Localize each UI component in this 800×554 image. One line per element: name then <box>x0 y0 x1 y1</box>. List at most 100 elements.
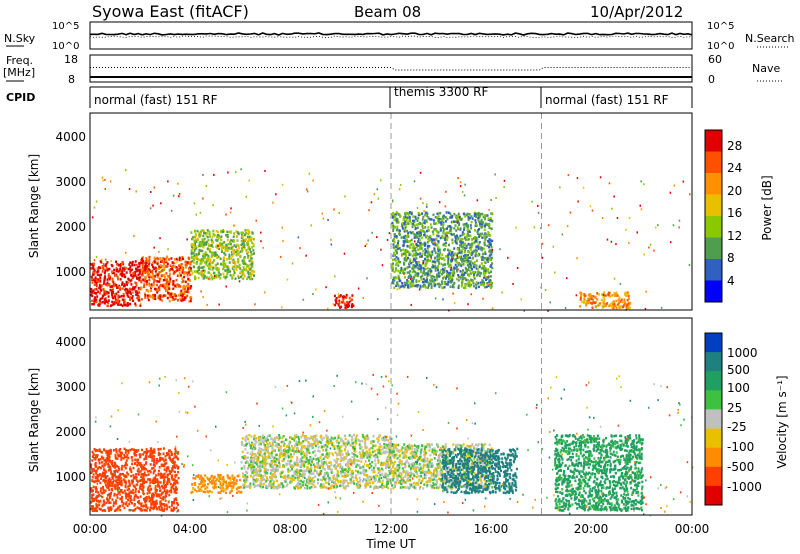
data-cell <box>408 265 411 268</box>
data-cell <box>115 301 118 304</box>
data-cell <box>616 217 619 219</box>
data-cell <box>282 435 285 438</box>
data-cell <box>406 250 409 253</box>
data-cell <box>491 248 493 251</box>
data-cell <box>247 456 250 459</box>
data-cell <box>419 197 422 200</box>
data-cell <box>147 486 150 489</box>
data-cell <box>199 482 202 485</box>
data-cell <box>146 265 149 268</box>
data-cell <box>90 263 93 266</box>
data-cell <box>203 265 206 269</box>
colorbar-swatch <box>705 259 722 281</box>
data-cell <box>456 270 459 273</box>
data-cell <box>469 256 471 259</box>
data-cell <box>133 452 136 455</box>
data-cell <box>122 474 125 477</box>
data-cell <box>229 211 232 214</box>
data-cell <box>166 262 169 266</box>
data-cell <box>161 269 164 273</box>
data-cell <box>95 288 98 291</box>
data-cell <box>420 236 423 240</box>
data-cell <box>370 468 373 472</box>
data-cell <box>113 282 116 286</box>
data-cell <box>410 222 413 225</box>
data-cell <box>142 489 145 492</box>
data-cell <box>183 290 186 294</box>
data-cell <box>610 240 613 243</box>
data-cell <box>399 271 402 275</box>
data-cell <box>118 491 121 494</box>
data-cell <box>333 294 336 298</box>
data-cell <box>173 460 176 464</box>
data-cell <box>358 480 361 483</box>
data-cell <box>193 265 195 269</box>
data-cell <box>163 274 165 277</box>
data-cell <box>460 273 463 277</box>
data-cell <box>598 303 601 307</box>
data-cell <box>426 281 429 284</box>
data-cell <box>136 293 139 296</box>
data-cell <box>481 222 484 225</box>
data-cell <box>404 253 407 256</box>
data-cell <box>195 475 198 478</box>
data-cell <box>337 303 340 306</box>
data-cell <box>90 471 93 474</box>
data-cell <box>579 296 582 299</box>
data-cell <box>655 226 657 229</box>
data-cell <box>156 262 159 266</box>
data-cell <box>444 227 447 231</box>
data-cell <box>408 275 411 278</box>
data-cell <box>468 265 470 269</box>
data-cell <box>446 255 449 259</box>
data-cell <box>205 261 208 264</box>
data-cell <box>218 236 221 239</box>
data-cell <box>145 468 148 471</box>
data-cell <box>112 481 115 484</box>
data-cell <box>238 246 241 250</box>
data-cell <box>135 284 138 287</box>
data-cell <box>190 297 192 301</box>
data-cell <box>195 240 198 243</box>
data-cell <box>181 293 184 296</box>
data-cell <box>152 261 154 264</box>
data-cell <box>149 463 152 466</box>
data-cell <box>446 227 448 230</box>
data-cell <box>430 218 433 221</box>
data-cell <box>104 509 107 512</box>
data-cell <box>164 475 167 479</box>
data-cell <box>107 301 109 304</box>
data-cell <box>468 260 471 263</box>
power-scatter <box>90 113 691 312</box>
data-cell <box>133 263 136 267</box>
velocity-scatter <box>90 318 694 517</box>
data-cell <box>438 254 441 257</box>
data-cell <box>347 302 350 305</box>
data-cell <box>143 463 146 467</box>
data-cell <box>341 299 344 302</box>
data-cell <box>123 284 126 288</box>
data-cell <box>433 260 436 264</box>
data-cell <box>109 468 112 471</box>
data-cell <box>421 252 424 256</box>
data-cell <box>121 504 124 507</box>
data-cell <box>152 477 155 481</box>
data-cell <box>271 445 274 449</box>
data-cell <box>427 259 430 263</box>
data-cell <box>158 508 161 511</box>
data-cell <box>250 466 253 469</box>
data-cell <box>466 256 469 259</box>
data-cell <box>587 301 590 305</box>
data-cell <box>109 285 112 288</box>
data-cell <box>200 479 203 482</box>
data-cell <box>250 266 253 269</box>
data-cell <box>222 261 225 264</box>
data-cell <box>445 190 447 193</box>
data-cell <box>371 231 373 234</box>
data-cell <box>96 273 99 277</box>
data-cell <box>103 279 105 282</box>
data-cell <box>225 487 228 491</box>
data-cell <box>133 496 136 500</box>
data-cell <box>442 228 445 231</box>
data-cell <box>223 265 225 269</box>
